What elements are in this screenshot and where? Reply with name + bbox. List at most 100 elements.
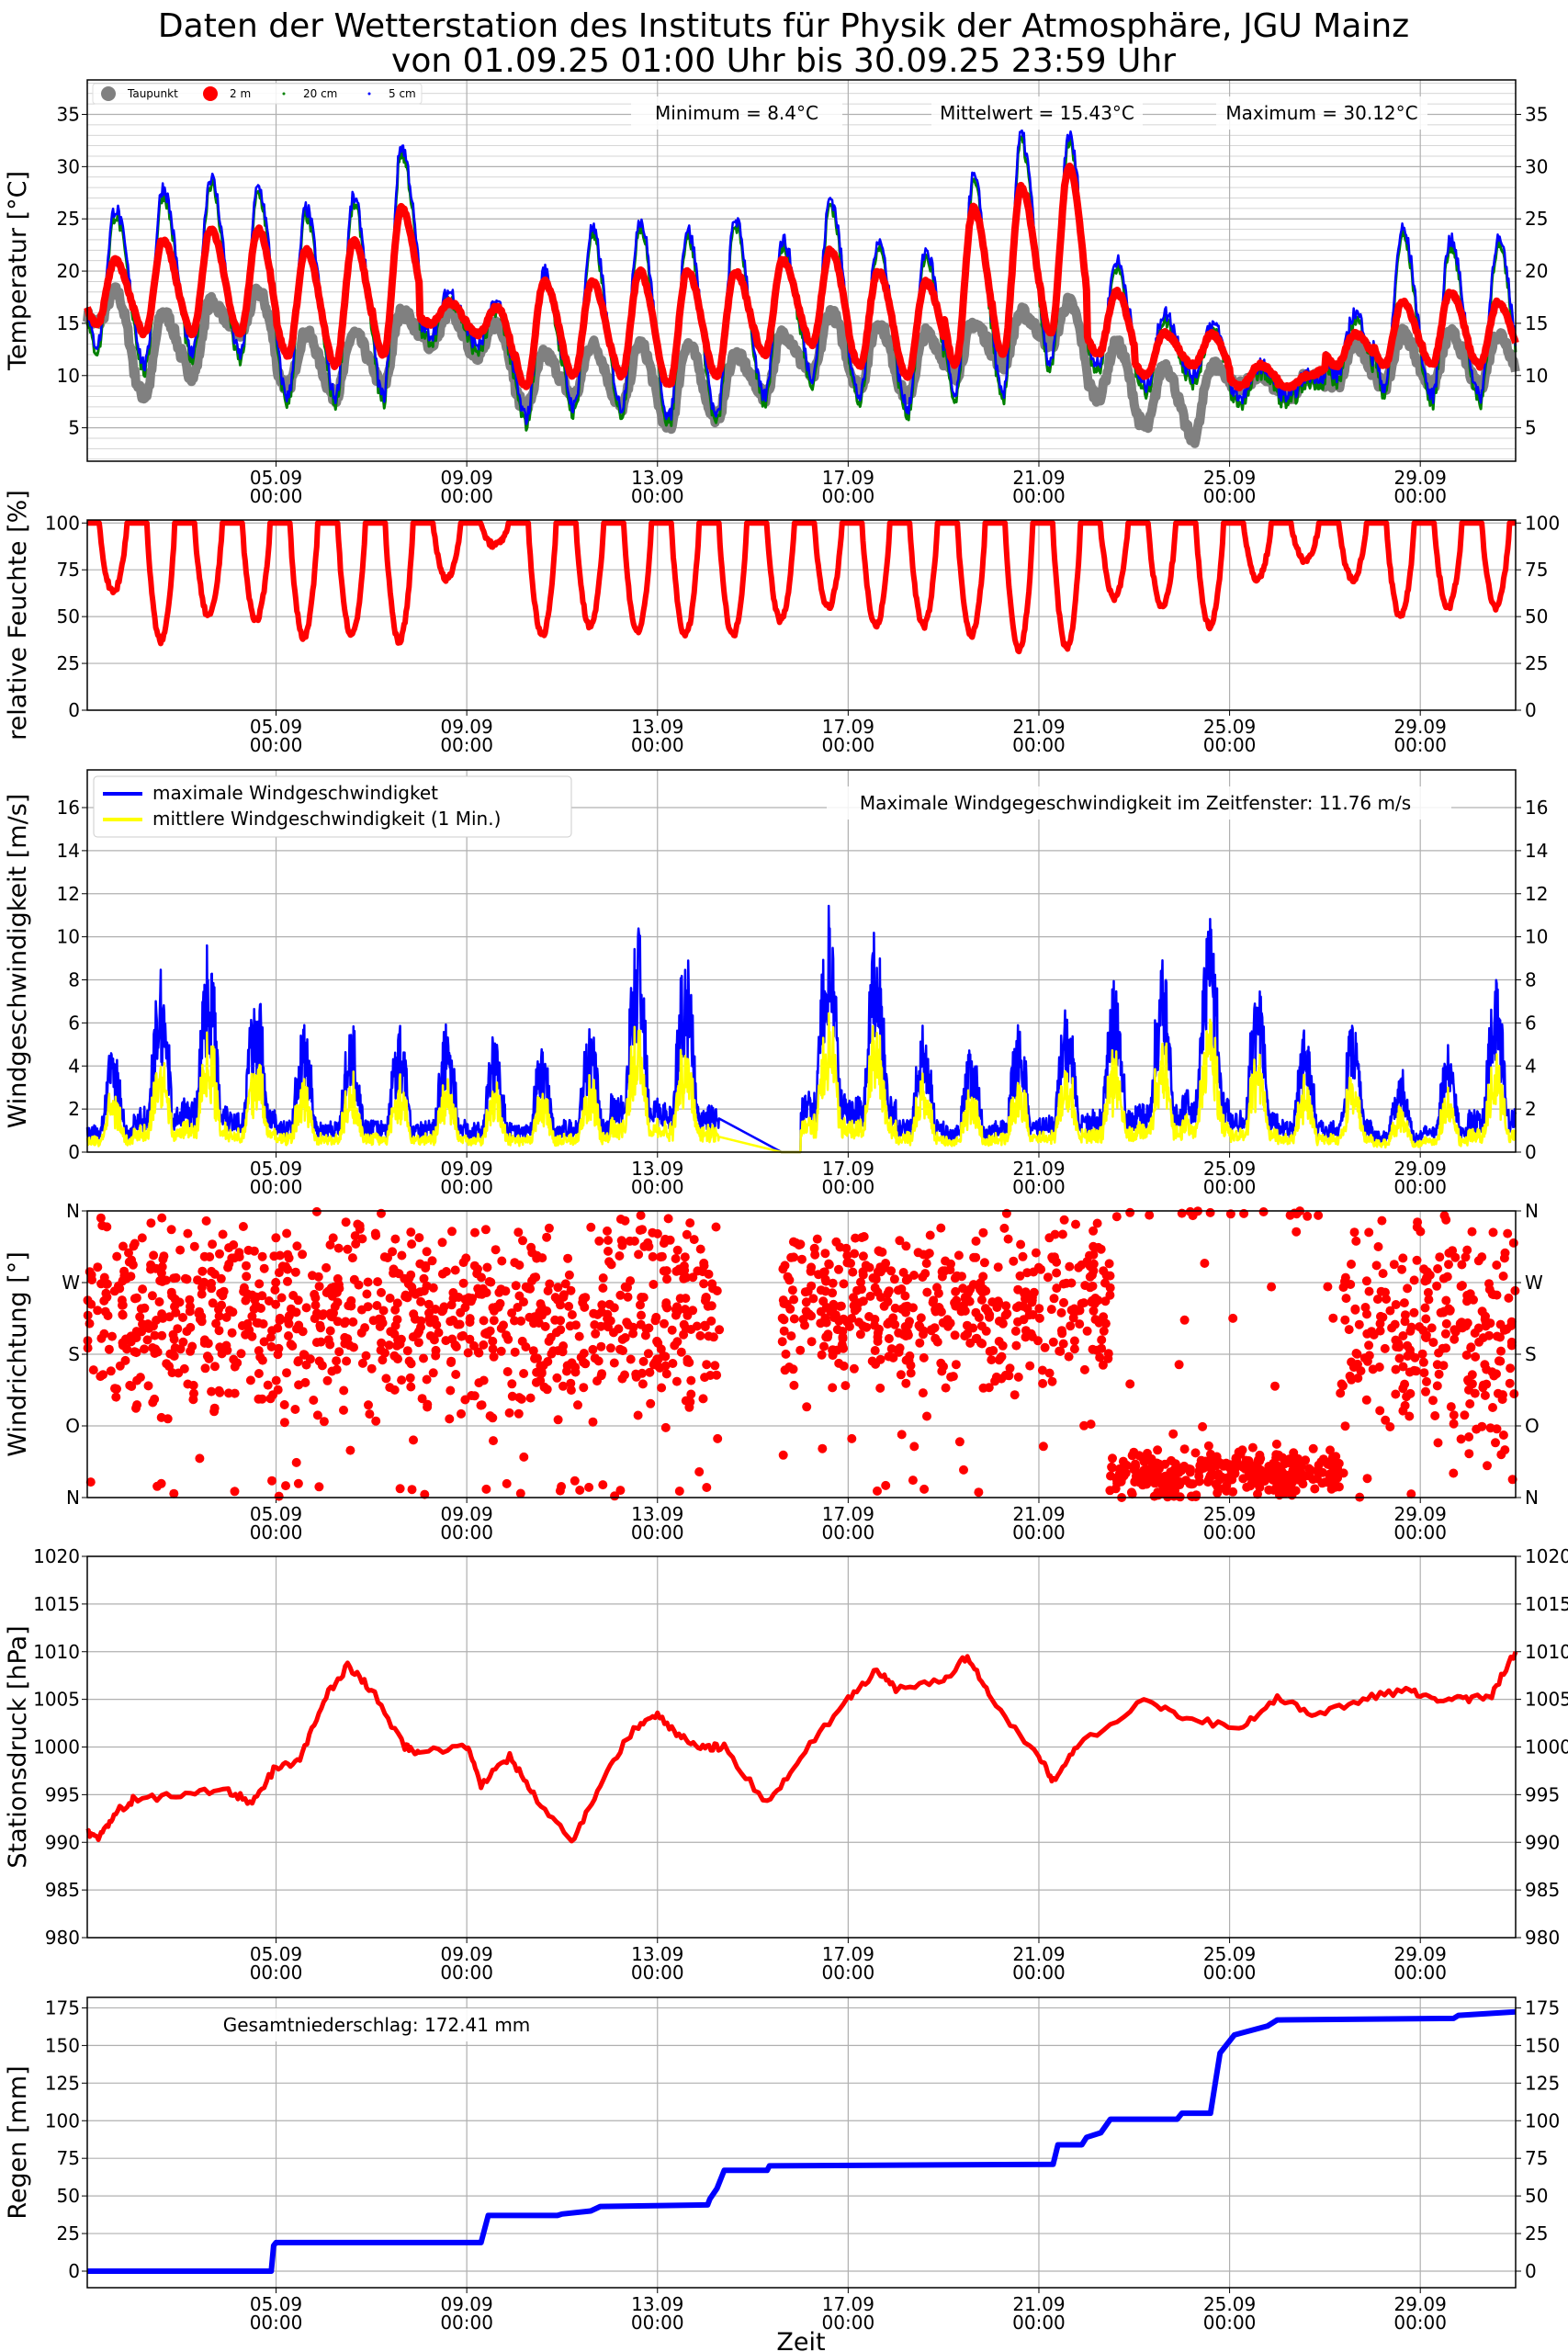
winddir-point <box>1047 1376 1057 1386</box>
winddir-point <box>1258 1207 1269 1216</box>
winddir-point <box>543 1286 553 1295</box>
winddir-point <box>1031 1248 1041 1258</box>
winddir-point <box>1137 1474 1146 1484</box>
winddir-point <box>1461 1321 1471 1331</box>
winddir-point <box>229 1240 239 1250</box>
winddir-point <box>566 1385 576 1396</box>
winddir-point <box>1225 1209 1235 1219</box>
winddir-point <box>450 1265 460 1275</box>
winddir-point <box>310 1300 321 1310</box>
winddir-point <box>905 1351 915 1361</box>
winddir-point <box>1089 1306 1099 1316</box>
winddir-point <box>913 1248 923 1258</box>
winddir-point <box>1097 1343 1107 1353</box>
winddir-point <box>941 1383 951 1393</box>
winddir-point <box>158 1313 168 1323</box>
winddir-point <box>648 1251 658 1261</box>
winddir-point <box>427 1256 437 1266</box>
x-tick-label-time: 00:00 <box>440 2312 493 2334</box>
winddir-point <box>840 1381 851 1391</box>
winddir-point <box>1278 1453 1288 1463</box>
winddir-point <box>620 1282 630 1292</box>
winddir-point <box>1448 1246 1458 1256</box>
x-tick-label-time: 00:00 <box>822 734 875 756</box>
winddir-point <box>653 1338 663 1348</box>
winddir-point <box>101 1288 111 1298</box>
winddir-point <box>909 1442 919 1452</box>
plot-frame <box>86 79 1517 462</box>
winddir-point <box>681 1396 691 1406</box>
winddir-point <box>997 1374 1007 1384</box>
winddir-point <box>1361 1395 1371 1405</box>
winddir-point <box>154 1297 164 1306</box>
winddir-point <box>458 1330 468 1340</box>
winddir-point <box>367 1363 377 1374</box>
winddir-point <box>1027 1331 1037 1341</box>
winddir-point <box>403 1279 413 1289</box>
winddir-point <box>1356 1366 1366 1376</box>
winddir-point <box>795 1239 806 1250</box>
winddir-point <box>414 1233 424 1243</box>
winddir-point <box>214 1311 224 1321</box>
winddir-point <box>682 1229 692 1239</box>
winddir-point <box>400 1290 411 1300</box>
x-tick-label-date: 13.09 <box>631 1158 683 1180</box>
winddir-point <box>279 1400 289 1409</box>
winddir-point <box>1495 1356 1506 1366</box>
winddir-point <box>672 1245 682 1255</box>
winddir-point <box>633 1410 643 1420</box>
winddir-point <box>660 1318 669 1329</box>
winddir-point <box>178 1337 188 1347</box>
winddir-point <box>557 1482 567 1491</box>
winddir-point <box>1438 1273 1449 1283</box>
winddir-point <box>197 1266 208 1276</box>
winddir-point <box>394 1269 404 1279</box>
winddir-point <box>383 1253 392 1262</box>
winddir-point <box>812 1234 822 1244</box>
winddir-point <box>901 1378 911 1388</box>
winddir-point <box>1272 1461 1282 1471</box>
winddir-point <box>169 1334 179 1344</box>
winddir-point <box>271 1375 281 1385</box>
winddir-point <box>777 1337 787 1347</box>
winddir-point <box>1003 1234 1013 1244</box>
winddir-point <box>1399 1298 1409 1308</box>
winddir-point <box>1410 1352 1420 1363</box>
winddir-point <box>954 1437 964 1447</box>
winddir-point <box>698 1394 708 1404</box>
plot-frame <box>86 519 1517 711</box>
winddir-point <box>293 1295 303 1306</box>
x-tick-label-date: 25.09 <box>1203 1503 1256 1525</box>
winddir-point <box>1336 1388 1346 1398</box>
winddir-point <box>93 1306 103 1316</box>
winddir-point <box>1082 1326 1092 1336</box>
winddir-point <box>686 1389 696 1399</box>
winddir-point <box>1167 1455 1176 1465</box>
y-tick-label: 1010 <box>33 1641 80 1663</box>
winddir-point <box>1074 1262 1084 1272</box>
winddir-point <box>1488 1403 1497 1412</box>
winddir-point <box>838 1327 848 1336</box>
winddir-point <box>1011 1340 1021 1351</box>
winddir-point <box>915 1338 925 1348</box>
y-tick-label-right: 16 <box>1525 797 1548 819</box>
winddir-point <box>1402 1392 1412 1402</box>
winddir-point <box>1089 1226 1099 1236</box>
winddir-point <box>137 1233 147 1243</box>
y-tick-label: O <box>65 1415 80 1437</box>
winddir-point <box>377 1338 387 1348</box>
winddir-point <box>170 1302 179 1312</box>
winddir-point <box>657 1383 667 1393</box>
y-tick-label-right: 1015 <box>1525 1593 1568 1615</box>
winddir-point <box>502 1367 513 1376</box>
winddir-point <box>713 1433 723 1443</box>
winddir-point <box>542 1232 552 1242</box>
winddir-point <box>86 1299 96 1309</box>
winddir-point <box>215 1249 224 1259</box>
winddir-point <box>257 1355 267 1365</box>
winddir-point <box>978 1227 988 1238</box>
winddir-point <box>807 1281 817 1291</box>
winddir-point <box>1398 1331 1408 1340</box>
winddir-point <box>932 1283 942 1293</box>
winddir-point <box>957 1272 966 1282</box>
